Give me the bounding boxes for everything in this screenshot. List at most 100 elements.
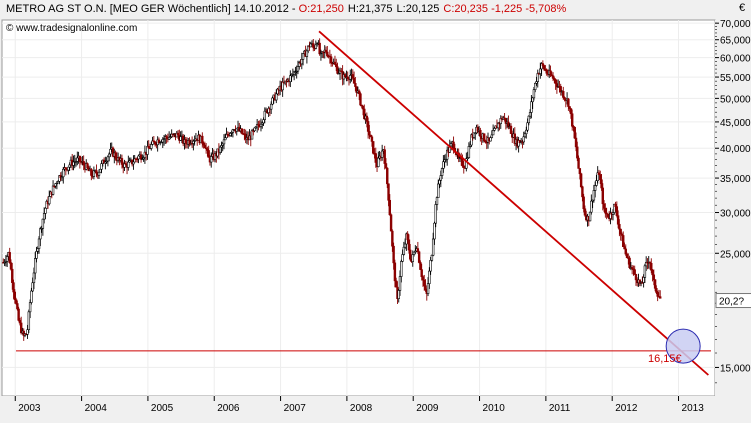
candle-body xyxy=(27,311,31,330)
grid-layer xyxy=(2,20,715,396)
candle-body xyxy=(442,161,445,169)
candle-body xyxy=(146,146,149,155)
candle-body xyxy=(419,262,422,270)
candle-body xyxy=(97,171,101,176)
candle-body xyxy=(616,215,620,225)
candle-body xyxy=(34,258,37,274)
candle-body xyxy=(86,163,89,169)
candle-body xyxy=(259,123,263,127)
candle-body xyxy=(41,218,45,229)
candle-body xyxy=(437,183,440,198)
candle-body xyxy=(615,206,619,216)
x-tick-label: 2003 xyxy=(18,403,41,414)
candle-body xyxy=(434,204,437,224)
candle-body xyxy=(250,130,254,140)
candle-body xyxy=(207,150,210,158)
candle-body xyxy=(400,261,403,277)
candle-body xyxy=(109,148,112,155)
candle-body xyxy=(28,302,32,313)
y-tick-label: 40,000 xyxy=(720,144,751,155)
x-tick-label: 2013 xyxy=(682,403,705,414)
candle-body xyxy=(573,126,576,139)
candle-body xyxy=(92,170,96,177)
x-tick-label: 2008 xyxy=(350,403,373,414)
candle-body xyxy=(99,168,102,173)
candle-body xyxy=(354,83,357,87)
candle-body xyxy=(433,222,436,240)
candle-body xyxy=(461,158,464,167)
header-title: METRO AG ST O.N. [MEO GER Wöchentlich] 1… xyxy=(6,3,567,15)
x-tick-label: 2005 xyxy=(151,403,174,414)
candle-body xyxy=(312,43,315,48)
header-close-change: C:20,235 -1,225 -5,708% xyxy=(443,3,566,15)
candle-body xyxy=(224,137,227,141)
candle-body xyxy=(411,254,414,262)
candle-body xyxy=(349,75,352,80)
x-axis: 2003 2004 2005 2006 2007 2008 2009 2010 2011 2012… xyxy=(14,396,705,414)
candle-body xyxy=(542,65,546,70)
candle-body xyxy=(296,66,300,72)
candle-body xyxy=(106,156,110,162)
candle-body xyxy=(467,146,471,158)
candle-body xyxy=(490,134,494,138)
candle-body xyxy=(389,214,393,232)
y-tick-label: 70,000 xyxy=(720,19,751,30)
candle-body xyxy=(435,197,439,205)
candle-body xyxy=(222,139,226,145)
x-tick-label: 2007 xyxy=(284,403,307,414)
x-axis-strip xyxy=(0,396,751,418)
candle-body xyxy=(491,130,495,136)
candle-body xyxy=(530,101,533,113)
candle-body xyxy=(659,296,662,299)
candle-body xyxy=(5,256,9,262)
candle-body xyxy=(391,230,394,247)
candle-body xyxy=(656,292,659,297)
candle-body xyxy=(531,97,534,103)
candle-body xyxy=(581,186,584,198)
candle-body xyxy=(653,279,657,289)
candle-body xyxy=(592,190,596,201)
candle-body xyxy=(604,208,607,214)
candle-body xyxy=(527,115,531,124)
candle-body xyxy=(123,163,126,168)
candle-body xyxy=(650,262,653,271)
plot-area xyxy=(1,19,716,397)
candle-body xyxy=(424,285,427,291)
candle-body xyxy=(329,56,333,64)
candle-body xyxy=(622,235,625,247)
candle-body xyxy=(406,233,409,241)
candle-body xyxy=(517,140,520,147)
candle-body xyxy=(401,254,404,262)
candle-body xyxy=(271,97,274,105)
candle-body xyxy=(438,179,441,185)
candle-body xyxy=(420,269,423,278)
candle-body xyxy=(569,108,573,115)
candle-body xyxy=(394,280,398,288)
candle-body xyxy=(623,246,626,250)
candle-body xyxy=(263,110,267,120)
candle-body xyxy=(576,146,579,159)
candle-body xyxy=(314,44,318,49)
candle-body xyxy=(374,153,377,163)
y-axis-strip xyxy=(715,20,751,396)
candle-body xyxy=(100,163,103,170)
candle-body xyxy=(619,228,622,235)
candle-body xyxy=(13,291,17,301)
candle-body xyxy=(567,98,570,107)
candle-body xyxy=(360,104,363,107)
x-tick-label: 2004 xyxy=(85,403,108,414)
candle-body xyxy=(318,42,321,55)
candle-body xyxy=(423,279,426,286)
candle-body xyxy=(64,167,68,170)
candle-body xyxy=(652,274,656,281)
candle-body xyxy=(137,155,140,160)
candle-body xyxy=(55,182,59,185)
support-label: 16,15€ xyxy=(648,353,682,365)
candle-body xyxy=(12,282,15,293)
candle-body xyxy=(151,140,154,145)
candle-body xyxy=(386,167,389,185)
candle-body xyxy=(465,158,468,169)
candle-body xyxy=(489,137,492,142)
candle-body xyxy=(523,133,527,138)
candle-body xyxy=(67,166,70,171)
